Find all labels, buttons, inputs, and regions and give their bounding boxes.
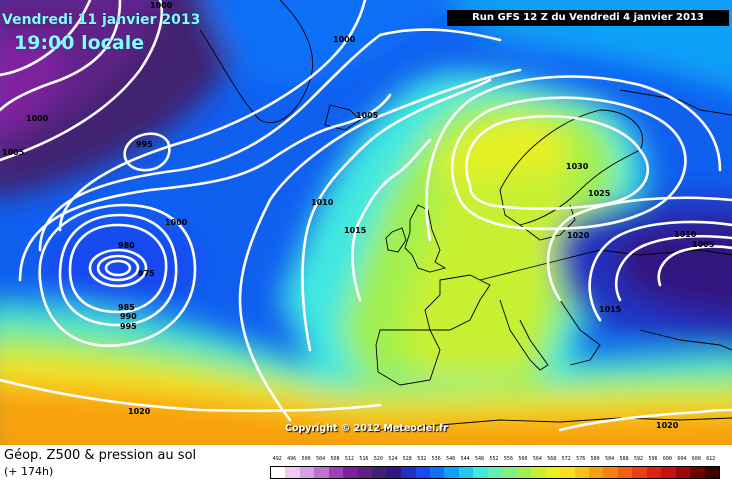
model-run-label: Run GFS 12 Z du Vendredi 4 janvier 2013 [447,10,729,26]
scale-label: 600 [662,456,672,462]
scale-label: 532 [417,456,427,462]
scale-swatch [603,467,618,478]
scale-swatch [704,467,720,478]
geopotential-field [0,0,732,445]
scale-swatch [473,467,488,478]
scale-label: 608 [691,456,701,462]
scale-swatch [531,467,546,478]
scale-label: 548 [475,456,485,462]
scale-label: 572 [561,456,571,462]
scale-label: 496 [287,456,297,462]
scale-swatch [588,467,604,478]
isobar-label: 1030 [566,162,589,171]
scale-swatch [328,467,344,478]
isobar-label: 1020 [567,231,590,240]
scale-label: 564 [532,456,542,462]
color-scale [270,466,720,479]
scale-swatch [415,467,430,478]
scale-swatch [458,467,474,478]
weather-map: 1000 1000 1005 1000 995 1005 1010 1000 9… [0,0,732,445]
scale-swatch [545,467,561,478]
scale-swatch [271,467,286,478]
isobar-label: 980 [118,241,135,250]
legend-subtitle: (+ 174h) [4,465,54,478]
scale-swatch [632,467,647,478]
scale-label: 492 [272,456,282,462]
isobar-label: 1000 [26,114,49,123]
scale-swatch [285,467,300,478]
isobar-label: 1000 [150,1,173,10]
isobar-label: 1005 [692,240,715,249]
scale-label: 544 [460,456,470,462]
scale-swatch [487,467,503,478]
isobar-lines [0,0,732,432]
isobar-label: 1005 [2,148,25,157]
scale-label: 508 [330,456,340,462]
scale-label: 552 [489,456,499,462]
scale-swatch [560,467,575,478]
scale-label: 516 [359,456,369,462]
isobar-label: 995 [136,140,153,149]
scale-label: 596 [648,456,658,462]
scale-label: 520 [373,456,383,462]
scale-label: 512 [344,456,354,462]
scale-label: 536 [431,456,441,462]
isobar-labels: 1000 1000 1005 1000 995 1005 1010 1000 9… [2,1,715,430]
scale-label: 584 [605,456,615,462]
scale-swatch [502,467,517,478]
scale-label: 500 [301,456,311,462]
scale-swatch [429,467,445,478]
scale-swatch [401,467,416,478]
color-scale-labels: 492 496 500 504 508 512 516 520 524 528 532 536 540 5… [270,456,718,466]
scale-label: 568 [547,456,557,462]
scale-swatch [386,467,402,478]
scale-swatch [617,467,633,478]
scale-swatch [675,467,691,478]
scale-swatch [372,467,387,478]
isobar-label: 1005 [356,111,379,120]
scale-label: 604 [677,456,687,462]
scale-label: 576 [576,456,586,462]
scale-swatch [299,467,315,478]
legend-title: Géop. Z500 & pression au sol [4,448,197,463]
isobar-label: 1020 [656,421,679,430]
scale-label: 540 [446,456,456,462]
scale-swatch [690,467,705,478]
scale-swatch [574,467,589,478]
isobar-label: 1015 [599,305,622,314]
map-canvas: 1000 1000 1005 1000 995 1005 1010 1000 9… [0,0,732,445]
isobar-label: 1000 [165,218,188,227]
isobar-label: 990 [120,312,137,321]
forecast-date: Vendredi 11 janvier 2013 [2,12,201,28]
forecast-time: 19:00 locale [14,32,145,54]
isobar-label: 1020 [128,407,151,416]
copyright-notice: Copyright © 2012 Meteociel.fr [285,423,448,434]
isobar-label: 975 [138,269,155,278]
isobar-label: 1010 [674,230,697,239]
isobar-label: 985 [118,303,135,312]
scale-label: 580 [590,456,600,462]
scale-label: 556 [503,456,513,462]
scale-label: 592 [634,456,644,462]
scale-swatch [661,467,676,478]
scale-swatch [444,467,459,478]
isobar-label: 1010 [311,198,334,207]
scale-label: 524 [388,456,398,462]
scale-swatch [357,467,373,478]
scale-swatch [646,467,662,478]
isobar-label: 1000 [333,35,356,44]
scale-swatch [314,467,329,478]
scale-label: 528 [402,456,412,462]
isobar-label: 1015 [344,226,367,235]
scale-label: 504 [316,456,326,462]
isobar-label: 1025 [588,189,611,198]
isobar-label: 995 [120,322,137,331]
legend-footer: Géop. Z500 & pression au sol (+ 174h) 49… [0,445,732,488]
scale-label: 588 [619,456,629,462]
scale-label: 612 [706,456,716,462]
scale-label: 560 [518,456,528,462]
scale-swatch [343,467,358,478]
scale-swatch [516,467,532,478]
